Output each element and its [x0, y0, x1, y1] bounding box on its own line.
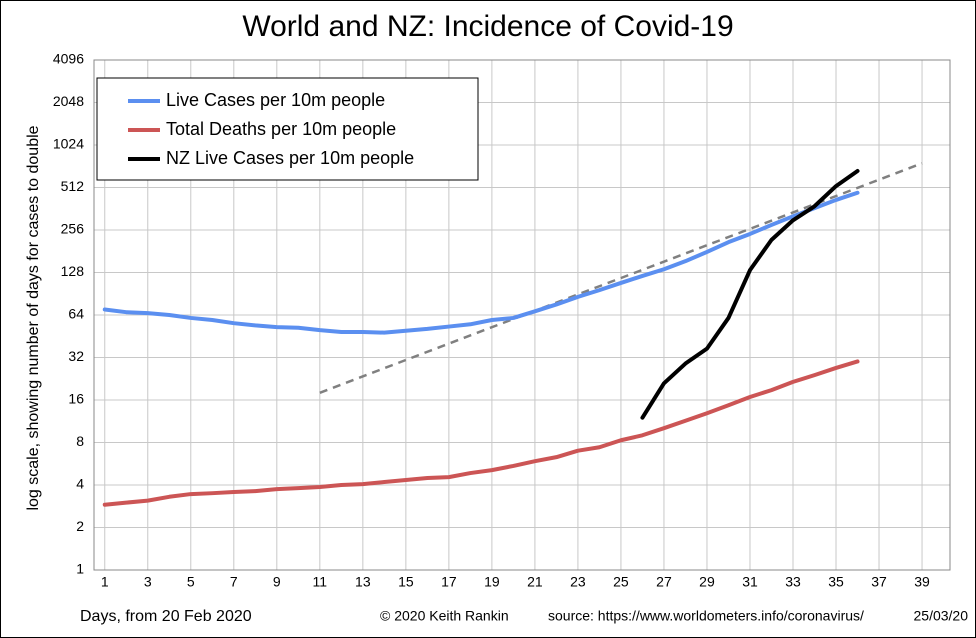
y-tick-label: 8: [76, 433, 84, 449]
series-line: [102, 359, 860, 507]
x-tick-label: 5: [187, 574, 195, 590]
x-tick-label: 3: [144, 574, 152, 590]
credit: source: https://www.worldometers.info/co…: [548, 608, 864, 624]
x-tick-label: 25: [613, 574, 629, 590]
y-tick-label: 4096: [53, 51, 84, 67]
legend: Live Cases per 10m people Total Deaths pe…: [96, 77, 479, 181]
x-axis-label: Days, from 20 Feb 2020: [80, 608, 252, 625]
x-tick-label: 11: [313, 574, 328, 590]
y-tick-label: 16: [68, 391, 84, 407]
x-tick-label: 17: [441, 574, 457, 590]
y-tick-label: 2: [76, 518, 84, 534]
x-tick-label: 29: [699, 574, 715, 590]
x-tick-label: 23: [570, 574, 586, 590]
y-axis-label: log scale, showing number of days for ca…: [25, 125, 42, 510]
y-tick-label: 512: [61, 178, 85, 194]
x-tick-label: 21: [527, 574, 543, 590]
y-tick-label: 2048: [53, 93, 84, 109]
y-tick-label: 256: [61, 221, 85, 237]
x-tick-label: 35: [828, 574, 844, 590]
x-tick-label: 15: [398, 574, 414, 590]
legend-label: NZ Live Cases per 10m people: [166, 148, 414, 168]
credit: 25/03/20: [914, 608, 969, 624]
x-tick-label: 31: [742, 574, 758, 590]
x-tick-label: 1: [101, 574, 109, 590]
y-tick-label: 32: [68, 348, 84, 364]
x-tick-label: 39: [914, 574, 930, 590]
x-tick-label: 37: [871, 574, 887, 590]
legend-label: Total Deaths per 10m people: [166, 119, 396, 139]
x-tick-label: 13: [355, 574, 371, 590]
y-tick-label: 4: [76, 476, 84, 492]
series-line: [640, 169, 860, 420]
x-tick-label: 9: [273, 574, 281, 590]
x-tick-label: 33: [785, 574, 801, 590]
x-tick-label: 7: [230, 574, 238, 590]
plot-area: [93, 59, 951, 571]
series-line: [102, 190, 860, 335]
x-tick-label: 27: [656, 574, 672, 590]
legend-label: Live Cases per 10m people: [166, 90, 385, 110]
y-tick-label: 64: [68, 306, 84, 322]
credit: © 2020 Keith Rankin: [380, 608, 509, 624]
y-tick-label: 128: [61, 263, 85, 279]
y-tick-label: 1024: [53, 136, 84, 152]
y-tick-label: 1: [76, 561, 84, 577]
x-tick-label: 19: [484, 574, 500, 590]
legend-box: [96, 77, 479, 181]
chart-title: World and NZ: Incidence of Covid-19: [242, 10, 733, 43]
